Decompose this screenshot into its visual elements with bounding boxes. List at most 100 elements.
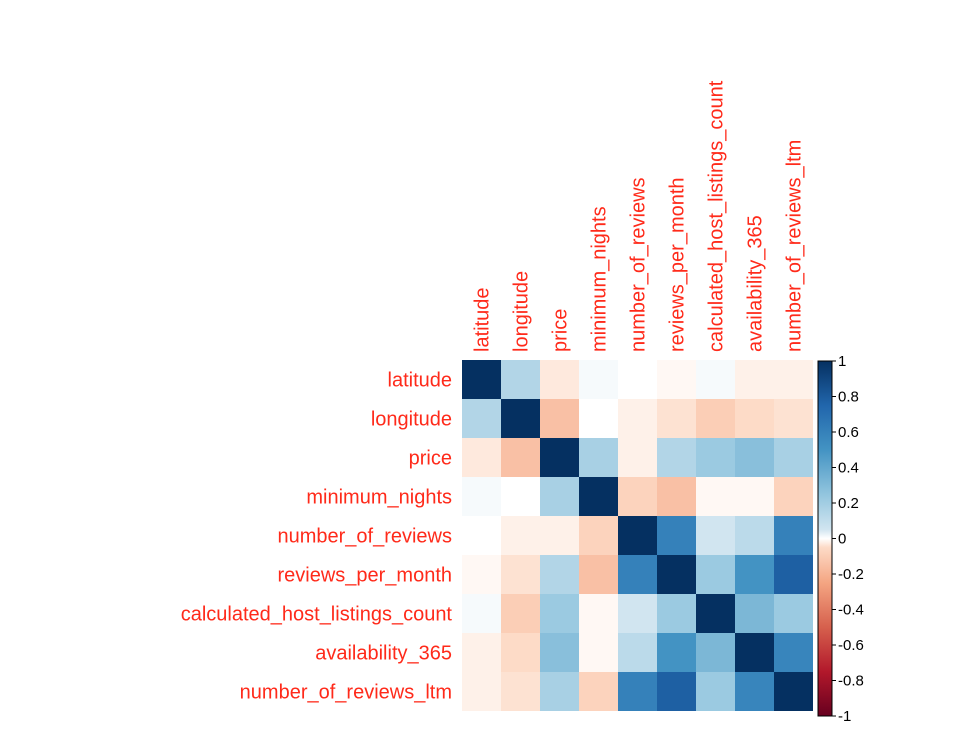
heatmap-cell-minimum_nights-longitude [501, 477, 540, 516]
heatmap-cell-calculated_host_listings_count-calculated_host_listings_count [696, 594, 735, 633]
legend-ticks: 1 0.8 0.6 0.4 0.2 0 -0.2 -0.4 -0.6 -0.8 -1 [832, 353, 864, 725]
legend-color-bar [817, 360, 833, 717]
column-label-latitude: latitude [472, 288, 494, 353]
column-label-number_of_reviews_ltm: number_of_reviews_ltm [784, 140, 806, 352]
heatmap-cell-minimum_nights-latitude [462, 477, 501, 516]
heatmap-cell-price-minimum_nights [579, 438, 618, 477]
heatmap-cell-calculated_host_listings_count-minimum_nights [579, 594, 618, 633]
heatmap-cell-price-calculated_host_listings_count [696, 438, 735, 477]
legend-tick-label: -1 [838, 708, 851, 725]
heatmap-cell-reviews_per_month-calculated_host_listings_count [696, 555, 735, 594]
row-label-number_of_reviews: number_of_reviews [277, 526, 452, 548]
heatmap-cell-calculated_host_listings_count-price [540, 594, 579, 633]
heatmap-cell-reviews_per_month-longitude [501, 555, 540, 594]
heatmap-cell-minimum_nights-availability_365 [735, 477, 774, 516]
heatmap-cell-price-number_of_reviews_ltm [774, 438, 813, 477]
heatmap-cell-price-latitude [462, 438, 501, 477]
heatmap-cell-minimum_nights-minimum_nights [579, 477, 618, 516]
heatmap-cell-reviews_per_month-latitude [462, 555, 501, 594]
heatmap-cell-longitude-price [540, 399, 579, 438]
row-labels: latitude longitude price minimum_nightsnumb… [181, 370, 453, 704]
column-label-calculated_host_listings_count: calculated_host_listings_count [706, 80, 728, 352]
heatmap-cell-number_of_reviews_ltm-calculated_host_listings_count [696, 672, 735, 711]
column-label-number_of_reviews: number_of_reviews [628, 177, 650, 352]
heatmap-cell-number_of_reviews-latitude [462, 516, 501, 555]
heatmap-cell-minimum_nights-price [540, 477, 579, 516]
heatmap-cell-number_of_reviews-longitude [501, 516, 540, 555]
legend-tick-label: 0.8 [838, 389, 859, 406]
heatmap-cell-reviews_per_month-number_of_reviews [618, 555, 657, 594]
heatmap-cell-longitude-minimum_nights [579, 399, 618, 438]
heatmap-cell-availability_365-minimum_nights [579, 633, 618, 672]
heatmap-cell-availability_365-availability_365 [735, 633, 774, 672]
heatmap-cell-availability_365-price [540, 633, 579, 672]
row-label-longitude: longitude [371, 409, 452, 431]
heatmap-cell-price-availability_365 [735, 438, 774, 477]
heatmap-cell-number_of_reviews-price [540, 516, 579, 555]
legend-tick-label: -0.6 [838, 637, 864, 654]
heatmap-cell-number_of_reviews-number_of_reviews [618, 516, 657, 555]
heatmap-cell-latitude-calculated_host_listings_count [696, 360, 735, 399]
heatmap-cell-number_of_reviews-availability_365 [735, 516, 774, 555]
heatmap-cell-availability_365-latitude [462, 633, 501, 672]
heatmap-cell-longitude-latitude [462, 399, 501, 438]
heatmap-cell-number_of_reviews_ltm-number_of_reviews [618, 672, 657, 711]
color-legend: 1 0.8 0.6 0.4 0.2 0 -0.2 -0.4 -0.6 -0.8 -1 [817, 353, 864, 725]
row-label-availability_365: availability_365 [315, 643, 452, 665]
heatmap-cell-minimum_nights-number_of_reviews [618, 477, 657, 516]
heatmap-cell-calculated_host_listings_count-latitude [462, 594, 501, 633]
heatmap-cell-number_of_reviews-minimum_nights [579, 516, 618, 555]
row-label-price: price [409, 448, 452, 470]
row-label-calculated_host_listings_count: calculated_host_listings_count [181, 604, 453, 626]
heatmap-cell-reviews_per_month-availability_365 [735, 555, 774, 594]
heatmap-cell-number_of_reviews_ltm-availability_365 [735, 672, 774, 711]
row-label-latitude: latitude [388, 370, 453, 392]
heatmap-cell-number_of_reviews_ltm-longitude [501, 672, 540, 711]
heatmap-cell-number_of_reviews_ltm-price [540, 672, 579, 711]
heatmap-cell-longitude-number_of_reviews [618, 399, 657, 438]
heatmap-cell-latitude-reviews_per_month [657, 360, 696, 399]
heatmap-cell-number_of_reviews-calculated_host_listings_count [696, 516, 735, 555]
heatmap-cell-availability_365-reviews_per_month [657, 633, 696, 672]
heatmap-cell-minimum_nights-calculated_host_listings_count [696, 477, 735, 516]
heatmap-cell-availability_365-number_of_reviews_ltm [774, 633, 813, 672]
row-label-number_of_reviews_ltm: number_of_reviews_ltm [240, 682, 452, 704]
heatmap-cell-longitude-calculated_host_listings_count [696, 399, 735, 438]
heatmap-cells [462, 360, 813, 711]
heatmap-cell-number_of_reviews_ltm-number_of_reviews_ltm [774, 672, 813, 711]
heatmap-cell-number_of_reviews_ltm-latitude [462, 672, 501, 711]
heatmap-cell-latitude-latitude [462, 360, 501, 399]
column-labels: latitude longitude price minimum_nights numb… [472, 80, 806, 352]
heatmap-cell-reviews_per_month-number_of_reviews_ltm [774, 555, 813, 594]
heatmap-cell-latitude-number_of_reviews [618, 360, 657, 399]
legend-tick-label: -0.8 [838, 673, 864, 690]
heatmap-cell-calculated_host_listings_count-reviews_per_month [657, 594, 696, 633]
heatmap-cell-longitude-availability_365 [735, 399, 774, 438]
legend-tick-label: 0.4 [838, 460, 859, 477]
row-label-minimum_nights: minimum_nights [306, 487, 452, 509]
column-label-availability_365: availability_365 [745, 215, 767, 352]
legend-tick-label: 1 [838, 353, 846, 370]
heatmap-cell-reviews_per_month-price [540, 555, 579, 594]
heatmap-cell-calculated_host_listings_count-availability_365 [735, 594, 774, 633]
heatmap-cell-number_of_reviews-number_of_reviews_ltm [774, 516, 813, 555]
heatmap-cell-reviews_per_month-minimum_nights [579, 555, 618, 594]
legend-tick-label: 0.6 [838, 424, 859, 441]
heatmap-cell-minimum_nights-number_of_reviews_ltm [774, 477, 813, 516]
heatmap-cell-number_of_reviews_ltm-minimum_nights [579, 672, 618, 711]
row-label-reviews_per_month: reviews_per_month [277, 565, 452, 587]
heatmap-cell-minimum_nights-reviews_per_month [657, 477, 696, 516]
heatmap-cell-availability_365-calculated_host_listings_count [696, 633, 735, 672]
heatmap-cell-price-number_of_reviews [618, 438, 657, 477]
heatmap-cell-price-longitude [501, 438, 540, 477]
heatmap-cell-longitude-reviews_per_month [657, 399, 696, 438]
heatmap-cell-price-reviews_per_month [657, 438, 696, 477]
heatmap-cell-price-price [540, 438, 579, 477]
heatmap-cell-number_of_reviews_ltm-reviews_per_month [657, 672, 696, 711]
column-label-longitude: longitude [511, 271, 533, 352]
legend-tick-label: -0.4 [838, 602, 864, 619]
legend-tick-label: -0.2 [838, 566, 864, 583]
heatmap-cell-longitude-longitude [501, 399, 540, 438]
column-label-price: price [550, 309, 572, 352]
